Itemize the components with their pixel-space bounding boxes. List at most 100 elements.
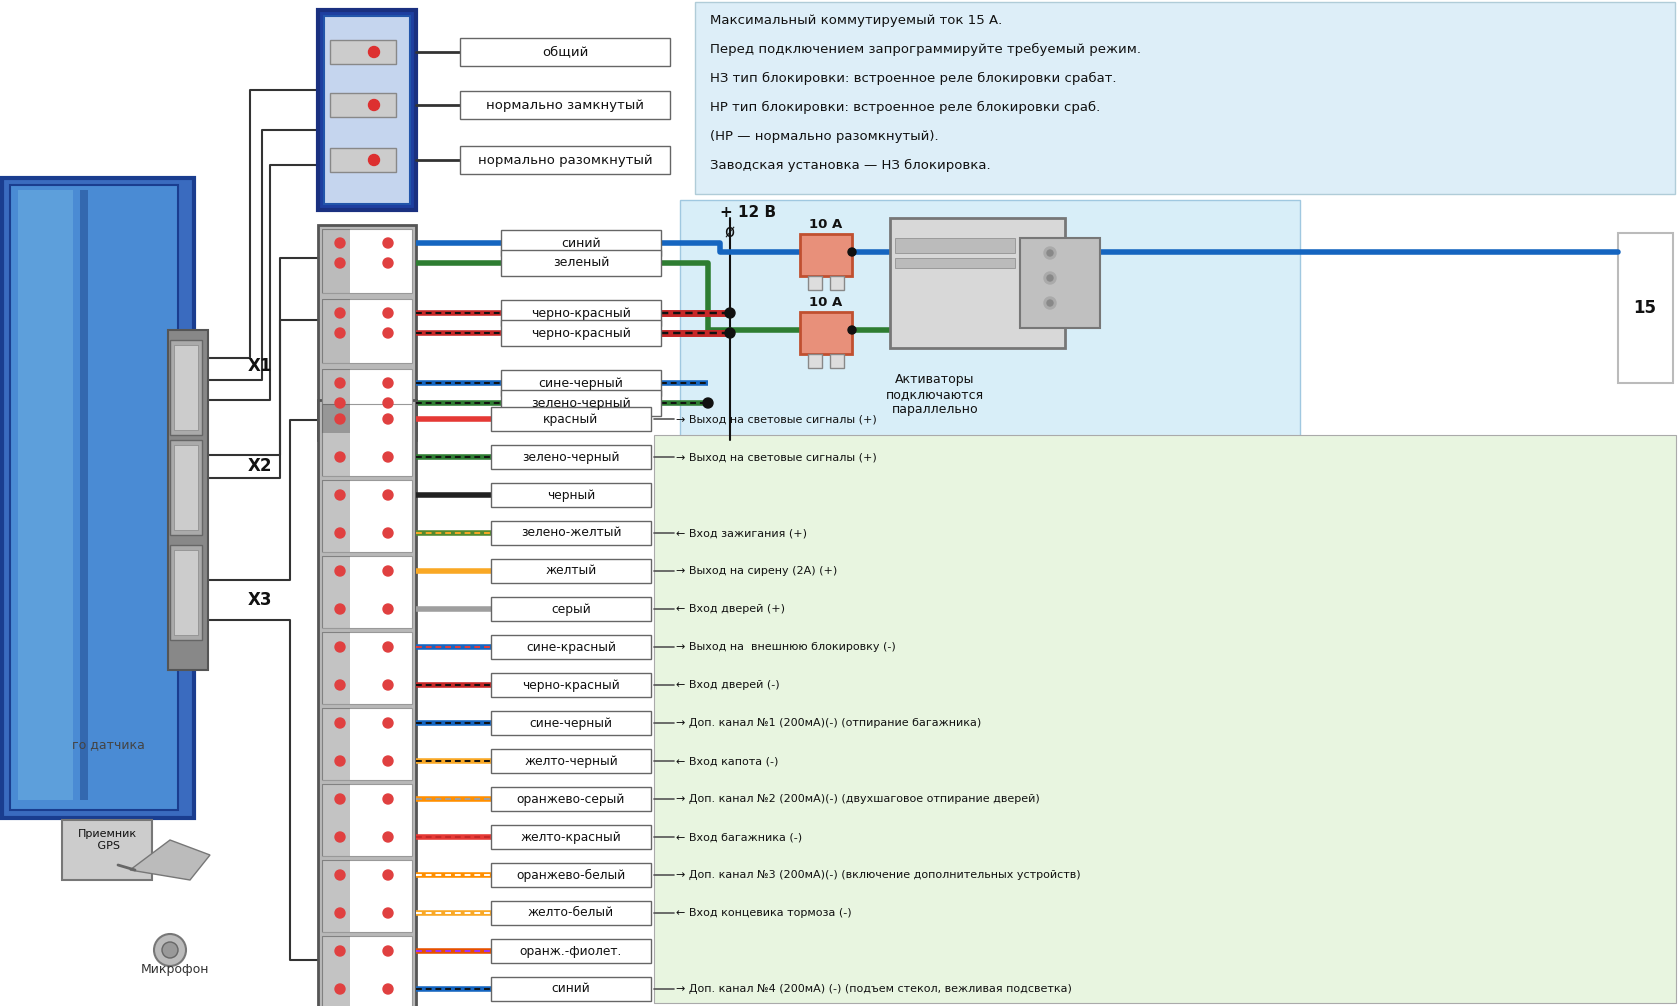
Bar: [889, 218, 1065, 348]
Bar: [894, 238, 1015, 253]
Text: Приемник
 GPS: Приемник GPS: [77, 829, 136, 851]
Bar: [654, 435, 1675, 1003]
Text: X1: X1: [249, 357, 272, 375]
Text: ø: ø: [724, 223, 734, 241]
Text: черно-красный: черно-красный: [531, 307, 630, 320]
Text: ← Вход зажигания (+): ← Вход зажигания (+): [675, 528, 806, 538]
Circle shape: [334, 832, 344, 842]
Text: Заводская установка — НЗ блокировка.: Заводская установка — НЗ блокировка.: [709, 159, 990, 172]
Circle shape: [334, 984, 344, 994]
Bar: [894, 258, 1015, 268]
Text: зеленый: зеленый: [553, 257, 608, 270]
Text: нормально замкнутый: нормально замкнутый: [486, 99, 643, 112]
Circle shape: [383, 718, 393, 728]
Text: черно-красный: черно-красный: [531, 327, 630, 339]
Bar: [491, 673, 650, 697]
Bar: [491, 559, 650, 583]
Text: красный: красный: [543, 412, 598, 426]
Circle shape: [383, 756, 393, 766]
Circle shape: [383, 528, 393, 538]
Bar: [680, 200, 1299, 580]
Text: синий: синий: [551, 983, 590, 996]
Circle shape: [334, 794, 344, 804]
Text: ← Вход дверей (+): ← Вход дверей (+): [675, 604, 785, 614]
Bar: [491, 901, 650, 925]
Text: зелено-желтый: зелено-желтый: [521, 526, 622, 539]
Text: → Выход на  внешнюю блокировку (-): → Выход на внешнюю блокировку (-): [675, 642, 895, 652]
Text: черный: черный: [546, 489, 595, 502]
Circle shape: [383, 680, 393, 690]
Circle shape: [334, 566, 344, 576]
Bar: [501, 230, 660, 256]
Circle shape: [334, 258, 344, 268]
Bar: [323, 369, 349, 433]
Text: 10 А: 10 А: [808, 217, 842, 230]
Bar: [323, 632, 349, 704]
Text: ← Вход концевика тормоза (-): ← Вход концевика тормоза (-): [675, 908, 852, 918]
Circle shape: [383, 604, 393, 614]
Text: → Доп. канал №1 (200мА)(-) (отпирание багажника): → Доп. канал №1 (200мА)(-) (отпирание ба…: [675, 718, 981, 728]
Bar: [175, 445, 198, 530]
Circle shape: [383, 238, 393, 248]
Bar: [501, 390, 660, 416]
Bar: [175, 345, 198, 430]
Circle shape: [334, 718, 344, 728]
Bar: [324, 16, 410, 204]
Text: → Доп. канал №2 (200мА)(-) (двухшаговое отпирание дверей): → Доп. канал №2 (200мА)(-) (двухшаговое …: [675, 794, 1040, 804]
Bar: [830, 354, 843, 368]
Circle shape: [383, 908, 393, 918]
Bar: [323, 936, 349, 1006]
Circle shape: [383, 984, 393, 994]
Bar: [460, 91, 670, 119]
Circle shape: [702, 398, 712, 408]
Bar: [323, 556, 412, 628]
Bar: [323, 480, 412, 552]
Circle shape: [368, 100, 380, 111]
Circle shape: [383, 378, 393, 388]
Circle shape: [383, 452, 393, 462]
Text: желтый: желтый: [544, 564, 596, 577]
Text: черно-красный: черно-красный: [522, 678, 620, 691]
Text: Максимальный коммутируемый ток 15 А.: Максимальный коммутируемый ток 15 А.: [709, 13, 1001, 26]
Bar: [62, 820, 151, 880]
Text: 15: 15: [1633, 299, 1655, 317]
Bar: [491, 445, 650, 469]
Text: сине-черный: сине-черный: [529, 716, 612, 729]
Bar: [323, 369, 412, 433]
Bar: [170, 440, 202, 535]
Text: ← Вход багажника (-): ← Вход багажника (-): [675, 832, 801, 842]
Bar: [323, 936, 412, 1006]
Bar: [808, 276, 822, 290]
Circle shape: [1047, 300, 1052, 306]
Bar: [10, 185, 178, 810]
Text: Активаторы
подключаются
параллельно: Активаторы подключаются параллельно: [885, 373, 983, 416]
Bar: [2, 178, 193, 818]
Circle shape: [334, 452, 344, 462]
Bar: [81, 190, 87, 800]
Text: оранж.-фиолет.: оранж.-фиолет.: [519, 945, 622, 958]
Bar: [323, 299, 349, 363]
Text: Перед подключением запрограммируйте требуемый режим.: Перед подключением запрограммируйте треб…: [709, 42, 1141, 55]
Bar: [491, 711, 650, 735]
Circle shape: [334, 642, 344, 652]
Text: зелено-черный: зелено-черный: [531, 396, 630, 409]
Circle shape: [334, 308, 344, 318]
Bar: [323, 708, 349, 780]
Circle shape: [161, 942, 178, 958]
Circle shape: [383, 870, 393, 880]
Text: → Доп. канал №4 (200мА) (-) (подъем стекол, вежливая подсветка): → Доп. канал №4 (200мА) (-) (подъем стек…: [675, 984, 1072, 994]
Circle shape: [383, 794, 393, 804]
Bar: [323, 299, 412, 363]
Bar: [323, 784, 349, 856]
Text: общий: общий: [541, 45, 588, 58]
Circle shape: [334, 908, 344, 918]
Bar: [323, 708, 412, 780]
Bar: [318, 225, 415, 440]
Circle shape: [847, 326, 855, 334]
Text: + 12 В: + 12 В: [719, 204, 776, 219]
Bar: [323, 860, 412, 932]
Bar: [491, 977, 650, 1001]
Text: НР тип блокировки: встроенное реле блокировки сраб.: НР тип блокировки: встроенное реле блоки…: [709, 101, 1100, 114]
Bar: [830, 276, 843, 290]
Bar: [175, 550, 198, 635]
